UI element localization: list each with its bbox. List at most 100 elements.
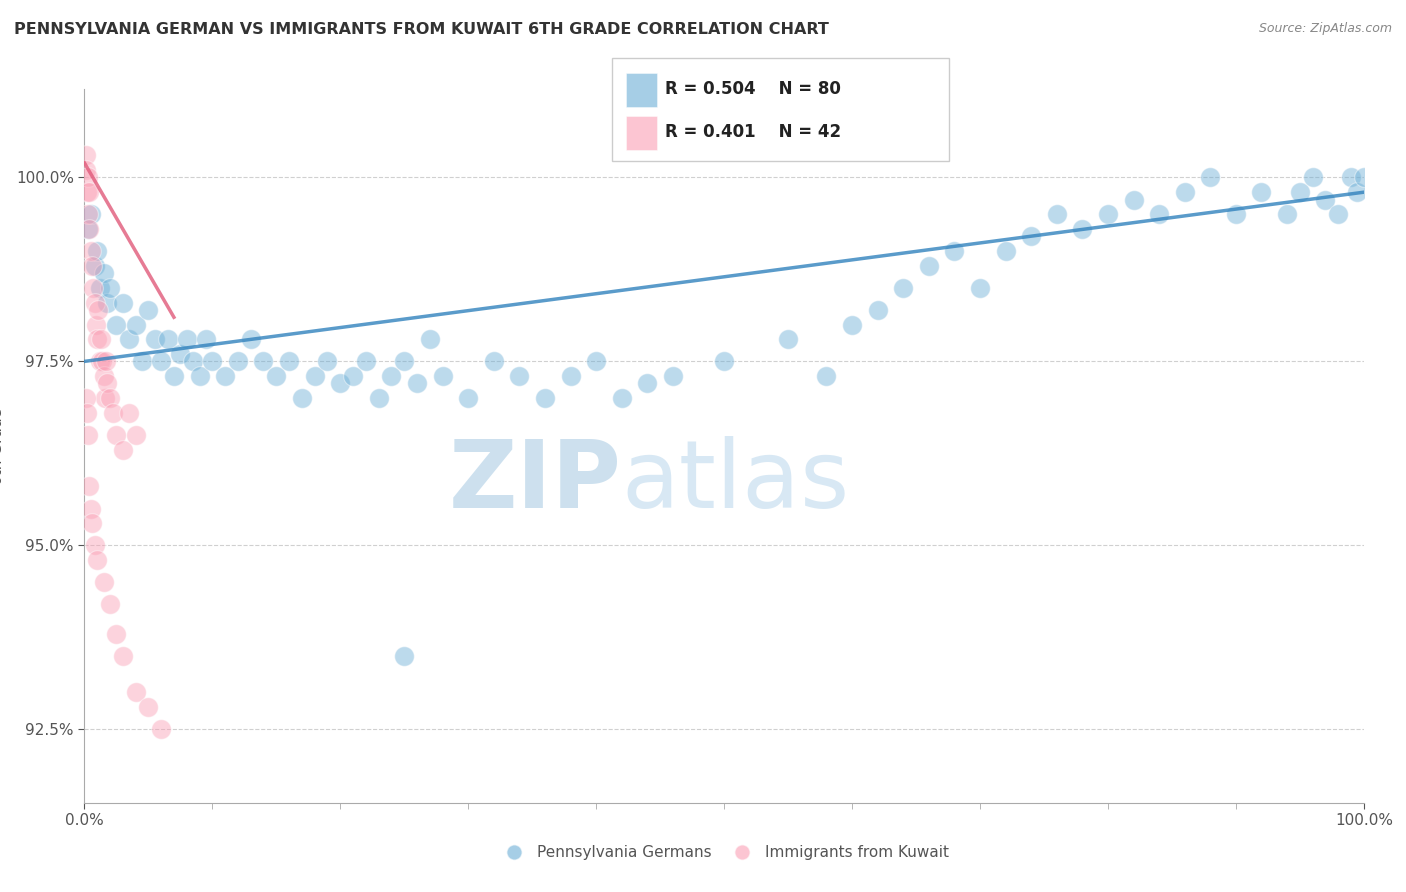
Point (252, 354, 274, 368)
Point (105, 626, 128, 640)
Point (406, 376, 429, 391)
Point (96, 376, 118, 391)
Text: R = 0.504    N = 80: R = 0.504 N = 80 (665, 80, 841, 98)
Point (98, 597, 121, 611)
Point (1250, 185, 1272, 199)
Point (83, 538, 105, 552)
Point (93, 575, 115, 590)
Point (1147, 207, 1170, 221)
Point (143, 332, 166, 346)
Point (87, 302, 110, 317)
Text: PENNSYLVANIA GERMAN VS IMMIGRANTS FROM KUWAIT 6TH GRADE CORRELATION CHART: PENNSYLVANIA GERMAN VS IMMIGRANTS FROM K… (14, 22, 830, 37)
Point (1019, 229, 1042, 244)
Point (83, 295, 105, 310)
Point (1315, 193, 1337, 207)
Point (394, 354, 416, 368)
Text: R = 0.401    N = 42: R = 0.401 N = 42 (665, 123, 841, 141)
Point (83, 259, 105, 273)
Point (943, 244, 966, 258)
Point (111, 648, 134, 663)
Point (534, 391, 557, 405)
Point (419, 332, 441, 346)
Point (80, 207, 103, 221)
Point (89, 354, 111, 368)
Point (342, 369, 364, 384)
Point (1346, 185, 1368, 199)
Point (662, 369, 685, 384)
Point (96, 295, 118, 310)
Point (77, 207, 100, 221)
Point (778, 332, 800, 346)
Point (118, 332, 141, 346)
Point (93, 369, 115, 384)
Point (98, 281, 121, 295)
Point (380, 369, 402, 384)
Point (76, 185, 98, 199)
Point (124, 318, 146, 332)
Point (918, 259, 941, 273)
Point (1288, 185, 1310, 199)
Point (367, 391, 389, 405)
Point (394, 648, 416, 663)
Point (1199, 170, 1222, 185)
Point (316, 354, 339, 368)
Point (77, 185, 100, 199)
Point (636, 376, 658, 391)
Point (150, 354, 173, 368)
Point (80, 501, 103, 516)
Point (76, 170, 98, 185)
Point (101, 406, 124, 420)
Point (176, 332, 198, 346)
Point (291, 391, 314, 405)
Point (156, 332, 179, 346)
Point (118, 406, 141, 420)
Point (482, 354, 505, 368)
Point (86, 244, 108, 258)
Point (891, 281, 914, 295)
Point (1302, 170, 1324, 185)
Point (815, 369, 838, 384)
Point (86, 332, 108, 346)
Point (84, 318, 107, 332)
Point (304, 369, 326, 384)
Text: atlas: atlas (621, 435, 851, 528)
Point (188, 369, 211, 384)
Point (90, 332, 112, 346)
Point (329, 376, 352, 391)
Point (713, 354, 735, 368)
Point (226, 354, 249, 368)
Point (994, 244, 1017, 258)
Point (93, 266, 115, 280)
Point (76, 406, 98, 420)
Point (111, 442, 134, 457)
Point (560, 369, 582, 384)
Point (124, 685, 146, 699)
Point (585, 354, 607, 368)
Point (1225, 207, 1247, 221)
Point (278, 354, 301, 368)
Point (432, 369, 454, 384)
Point (214, 369, 236, 384)
Point (264, 369, 288, 384)
Point (239, 332, 262, 346)
Point (75, 148, 97, 162)
Point (91, 354, 114, 368)
Point (80, 244, 103, 258)
Point (131, 354, 153, 368)
Point (163, 369, 186, 384)
Point (89, 281, 111, 295)
Point (82, 281, 104, 295)
Point (105, 428, 128, 442)
Point (80, 259, 103, 273)
Point (124, 428, 146, 442)
Point (86, 553, 108, 567)
Text: Source: ZipAtlas.com: Source: ZipAtlas.com (1258, 22, 1392, 36)
Point (1122, 193, 1144, 207)
Point (77, 428, 100, 442)
Text: ZIP: ZIP (449, 435, 621, 528)
Point (181, 354, 204, 368)
Point (610, 391, 633, 405)
Point (1174, 185, 1197, 199)
Point (969, 281, 991, 295)
Point (1275, 207, 1298, 221)
